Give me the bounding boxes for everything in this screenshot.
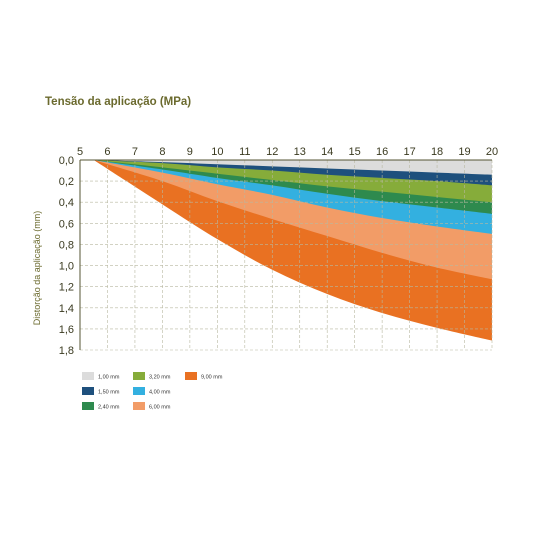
legend-item: 9,00 mm xyxy=(185,372,223,381)
axes xyxy=(79,159,492,350)
x-tick-label: 6 xyxy=(104,146,110,158)
x-tick-label: 9 xyxy=(187,146,193,158)
y-tick-label: 1,0 xyxy=(59,261,74,273)
x-tick-label: 16 xyxy=(376,146,388,158)
y-axis-label: Distorção da aplicação (mm) xyxy=(32,211,42,326)
x-tick-label: 7 xyxy=(132,146,138,158)
legend-swatch xyxy=(185,372,197,380)
x-tick-label: 18 xyxy=(431,146,443,158)
x-tick-label: 19 xyxy=(458,146,470,158)
y-tick-labels: 0,0 0,2 0,4 0,6 0,8 1,0 1,2 1,4 1,6 1,8 xyxy=(59,155,74,357)
x-tick-label: 17 xyxy=(403,146,415,158)
legend-label: 6,00 mm xyxy=(149,405,171,411)
legend-label: 4,00 mm xyxy=(149,390,171,396)
chart-title: Tensão da aplicação (MPa) xyxy=(45,96,192,108)
legend-swatch xyxy=(82,387,94,395)
y-tick-label: 0,0 xyxy=(59,155,74,167)
y-tick-label: 1,2 xyxy=(59,282,74,294)
legend-item: 4,00 mm xyxy=(133,387,171,396)
legend-label: 9,00 mm xyxy=(201,375,223,381)
area-100mm xyxy=(93,160,492,175)
y-tick-label: 1,6 xyxy=(59,324,74,336)
x-tick-label: 5 xyxy=(77,146,83,158)
legend-label: 1,00 mm xyxy=(98,375,120,381)
x-tick-label: 13 xyxy=(294,146,306,158)
legend-item: 1,50 mm xyxy=(82,387,120,396)
legend-swatch xyxy=(133,387,145,395)
legend-label: 1,50 mm xyxy=(98,390,120,396)
x-tick-label: 20 xyxy=(486,146,498,158)
legend-label: 3,20 mm xyxy=(149,375,171,381)
y-tick-label: 1,8 xyxy=(59,345,74,357)
legend-label: 2,40 mm xyxy=(98,405,120,411)
legend-item: 3,20 mm xyxy=(133,372,171,381)
legend-item: 6,00 mm xyxy=(133,402,171,411)
grid-lines xyxy=(80,160,493,351)
legend-swatch xyxy=(82,402,94,410)
legend-swatch xyxy=(133,372,145,380)
y-tick-label: 0,4 xyxy=(59,197,74,209)
legend: 1,00 mm 1,50 mm 2,40 mm 3,20 mm 4,00 mm 6,00 … xyxy=(82,372,223,411)
x-tick-label: 12 xyxy=(266,146,278,158)
y-tick-label: 0,8 xyxy=(59,239,74,251)
y-tick-label: 0,6 xyxy=(59,218,74,230)
legend-item: 2,40 mm xyxy=(82,402,120,411)
x-tick-label: 11 xyxy=(239,146,250,158)
legend-swatch xyxy=(133,402,145,410)
x-tick-label: 15 xyxy=(349,146,361,158)
y-tick-label: 1,4 xyxy=(59,303,74,315)
y-tick-label: 0,2 xyxy=(59,176,74,188)
x-tick-label: 10 xyxy=(211,146,223,158)
x-tick-labels: 5 6 7 8 9 10 11 12 13 14 15 16 17 18 19 20 xyxy=(77,146,498,158)
legend-item: 1,00 mm xyxy=(82,372,120,381)
x-tick-label: 8 xyxy=(159,146,165,158)
legend-swatch xyxy=(82,372,94,380)
x-tick-label: 14 xyxy=(321,146,333,158)
